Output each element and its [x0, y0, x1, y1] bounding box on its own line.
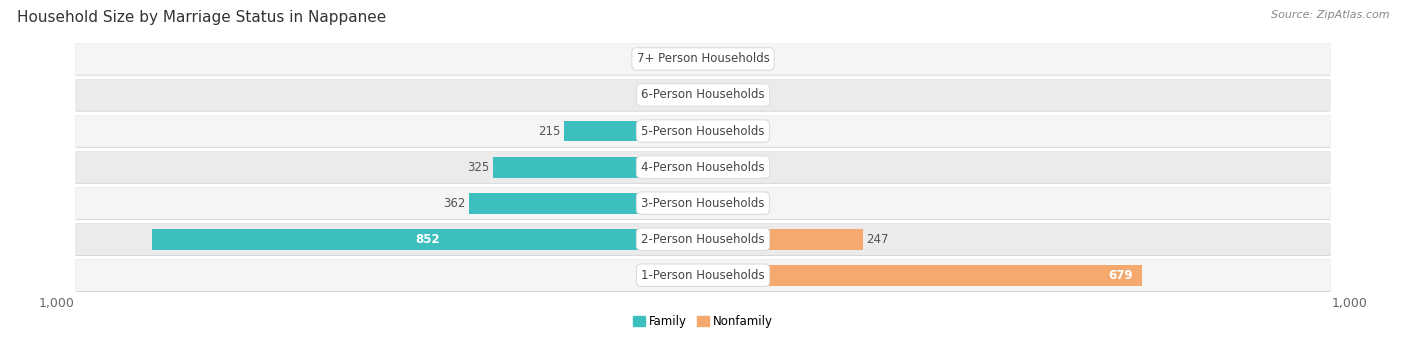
Bar: [703, 121, 742, 142]
FancyBboxPatch shape: [76, 187, 1330, 219]
Bar: [664, 265, 703, 286]
Legend: Family, Nonfamily: Family, Nonfamily: [628, 310, 778, 333]
Bar: [152, 229, 703, 250]
Text: 0: 0: [745, 89, 752, 102]
Text: Household Size by Marriage Status in Nappanee: Household Size by Marriage Status in Nap…: [17, 10, 387, 25]
Bar: [662, 85, 703, 105]
FancyBboxPatch shape: [76, 43, 1330, 75]
Text: 679: 679: [1108, 269, 1132, 282]
Bar: [703, 229, 863, 250]
FancyBboxPatch shape: [76, 79, 1330, 112]
Bar: [703, 48, 742, 70]
Text: Source: ZipAtlas.com: Source: ZipAtlas.com: [1271, 10, 1389, 20]
Text: 215: 215: [538, 124, 561, 137]
Text: 7+ Person Households: 7+ Person Households: [637, 53, 769, 65]
Bar: [564, 121, 703, 142]
FancyBboxPatch shape: [76, 223, 1330, 255]
Bar: [468, 193, 703, 213]
FancyBboxPatch shape: [76, 223, 1330, 256]
Text: 2-Person Households: 2-Person Households: [641, 233, 765, 246]
Text: 0: 0: [745, 124, 752, 137]
FancyBboxPatch shape: [76, 260, 1330, 291]
Text: 0: 0: [745, 161, 752, 174]
Text: 0: 0: [745, 53, 752, 65]
Bar: [703, 193, 742, 213]
FancyBboxPatch shape: [76, 43, 1330, 75]
FancyBboxPatch shape: [76, 115, 1330, 147]
FancyBboxPatch shape: [76, 79, 1330, 111]
Bar: [703, 265, 1142, 286]
Text: 1-Person Households: 1-Person Households: [641, 269, 765, 282]
FancyBboxPatch shape: [76, 151, 1330, 183]
Text: 4-Person Households: 4-Person Households: [641, 161, 765, 174]
Bar: [703, 157, 742, 178]
Text: 6-Person Households: 6-Person Households: [641, 89, 765, 102]
Text: 20: 20: [672, 53, 688, 65]
Bar: [690, 48, 703, 70]
FancyBboxPatch shape: [76, 115, 1330, 148]
Text: 852: 852: [415, 233, 440, 246]
Text: 0: 0: [745, 197, 752, 210]
Bar: [703, 85, 742, 105]
Text: 325: 325: [467, 161, 489, 174]
Bar: [494, 157, 703, 178]
Text: 63: 63: [644, 89, 659, 102]
Text: 3-Person Households: 3-Person Households: [641, 197, 765, 210]
FancyBboxPatch shape: [76, 151, 1330, 184]
FancyBboxPatch shape: [76, 260, 1330, 292]
Text: 5-Person Households: 5-Person Households: [641, 124, 765, 137]
FancyBboxPatch shape: [76, 187, 1330, 220]
Text: 362: 362: [443, 197, 465, 210]
Text: 247: 247: [866, 233, 889, 246]
